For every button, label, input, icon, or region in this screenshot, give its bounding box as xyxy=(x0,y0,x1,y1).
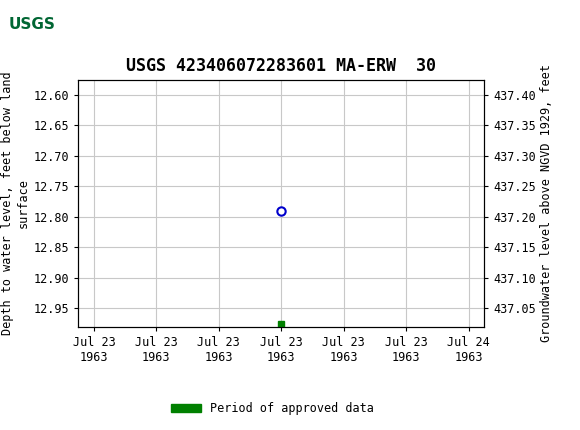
Text: USGS: USGS xyxy=(9,17,55,32)
Y-axis label: Groundwater level above NGVD 1929, feet: Groundwater level above NGVD 1929, feet xyxy=(540,64,553,342)
Title: USGS 423406072283601 MA-ERW  30: USGS 423406072283601 MA-ERW 30 xyxy=(126,57,436,75)
Y-axis label: Depth to water level, feet below land
surface: Depth to water level, feet below land su… xyxy=(2,71,30,335)
Bar xyxy=(6,5,55,45)
Legend: Period of approved data: Period of approved data xyxy=(166,397,379,420)
